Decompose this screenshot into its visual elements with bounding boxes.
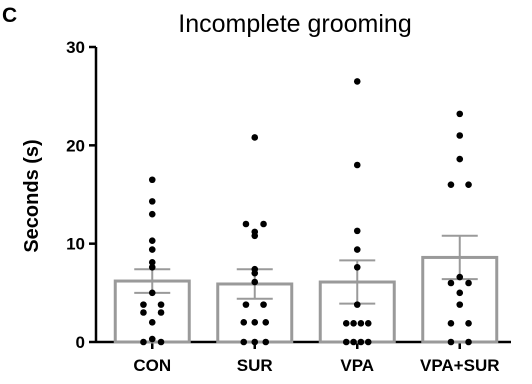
data-point — [140, 309, 147, 316]
data-point — [148, 335, 156, 343]
data-point — [447, 338, 455, 346]
y-tick-label: 0 — [76, 333, 85, 352]
data-point — [251, 278, 259, 286]
x-tick-label: SUR — [237, 356, 273, 375]
data-point — [260, 301, 267, 308]
data-point — [353, 301, 361, 308]
data-point — [140, 301, 147, 308]
data-point — [251, 232, 259, 240]
data-point — [240, 338, 248, 346]
data-point — [465, 338, 472, 346]
data-point — [251, 134, 259, 141]
data-point — [465, 181, 472, 188]
data-point — [157, 309, 165, 316]
data-point — [364, 320, 372, 327]
data-point — [447, 320, 455, 327]
data-point — [353, 246, 361, 253]
x-tick-label: VPA+SUR — [420, 356, 500, 375]
data-point — [350, 338, 357, 346]
data-point — [456, 273, 464, 281]
data-point — [353, 78, 361, 85]
data-point — [364, 338, 372, 346]
data-point — [148, 210, 156, 218]
chart-title: Incomplete grooming — [178, 10, 411, 38]
data-point — [260, 220, 267, 228]
panel-label: C — [2, 4, 17, 27]
data-point — [465, 320, 472, 327]
y-axis-label: Seconds (s) — [21, 139, 43, 252]
data-point — [251, 269, 259, 277]
data-point — [342, 338, 350, 346]
data-point — [357, 338, 365, 346]
y-tick-label: 20 — [66, 136, 85, 155]
y-tick-label: 30 — [66, 38, 85, 57]
x-tick-label: VPA — [340, 356, 374, 375]
data-point — [456, 110, 464, 118]
data-point — [251, 338, 259, 346]
data-point — [148, 246, 156, 253]
data-point — [262, 338, 270, 346]
data-point — [456, 301, 464, 308]
data-point — [357, 320, 365, 327]
data-point — [148, 319, 156, 326]
data-point — [148, 176, 156, 184]
data-point — [447, 181, 455, 188]
data-point — [148, 289, 156, 297]
data-point — [353, 161, 361, 169]
data-point — [251, 319, 259, 326]
data-point — [353, 227, 361, 235]
data-point — [447, 279, 455, 287]
data-point — [140, 338, 147, 346]
data-point — [262, 319, 270, 326]
data-point — [242, 220, 250, 228]
data-point — [157, 301, 165, 308]
data-point — [353, 263, 361, 271]
data-point — [148, 237, 156, 245]
data-point — [240, 319, 248, 326]
data-point — [342, 320, 350, 327]
data-point — [157, 338, 165, 346]
data-point — [242, 301, 250, 308]
data-point — [456, 132, 464, 139]
data-point — [350, 320, 357, 327]
y-tick-label: 10 — [66, 235, 85, 254]
x-tick-label: CON — [133, 356, 171, 375]
data-point — [148, 198, 156, 205]
data-point — [456, 289, 464, 297]
data-point — [456, 155, 464, 163]
data-point — [465, 279, 472, 287]
data-point — [148, 259, 156, 266]
data-point — [148, 263, 156, 271]
